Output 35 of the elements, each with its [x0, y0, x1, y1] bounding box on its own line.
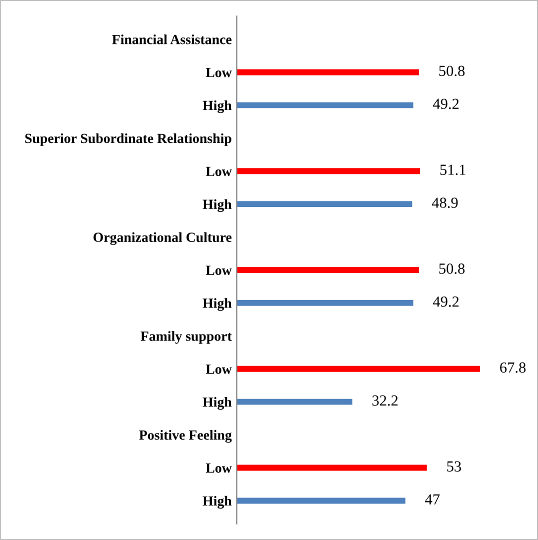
y-tick-label: Superior Subordinate Relationship [25, 133, 232, 146]
y-tick-label: Family support [140, 331, 232, 344]
bar [236, 366, 480, 372]
y-tick-label: High [202, 397, 232, 410]
bar [236, 464, 427, 471]
bar [236, 69, 419, 76]
y-tick-label: Organizational Culture [94, 232, 232, 245]
y-tick-label: Financial Assistance [112, 34, 232, 44]
data-label: 50.8 [439, 264, 465, 274]
data-label: 49.2 [432, 296, 459, 307]
bar [236, 168, 420, 174]
y-tick-label: Low [206, 266, 232, 275]
bar [236, 398, 352, 405]
y-tick-label: Low [206, 463, 232, 473]
data-label: 32.2 [372, 395, 398, 406]
y-tick-label: High [202, 199, 232, 212]
bar [236, 102, 414, 108]
data-label: 48.9 [432, 198, 458, 208]
y-tick-label: Low [206, 166, 232, 176]
data-label: 67.8 [500, 362, 526, 373]
bar [236, 201, 412, 208]
y-tick-label: Low [206, 364, 232, 374]
data-label: 47 [425, 494, 440, 504]
data-label: 50.8 [439, 66, 465, 76]
y-tick-label: High [202, 100, 232, 114]
bar [236, 300, 414, 306]
bar [236, 267, 419, 273]
y-tick-label: High [202, 496, 232, 509]
data-label: 49.2 [432, 98, 459, 110]
y-tick-label: Positive Feeling [139, 430, 232, 443]
data-label: 53 [447, 461, 462, 472]
y-tick-label: Low [206, 68, 232, 78]
data-label: 51.1 [440, 164, 466, 176]
bar [236, 498, 406, 504]
y-tick-label: High [202, 298, 232, 311]
